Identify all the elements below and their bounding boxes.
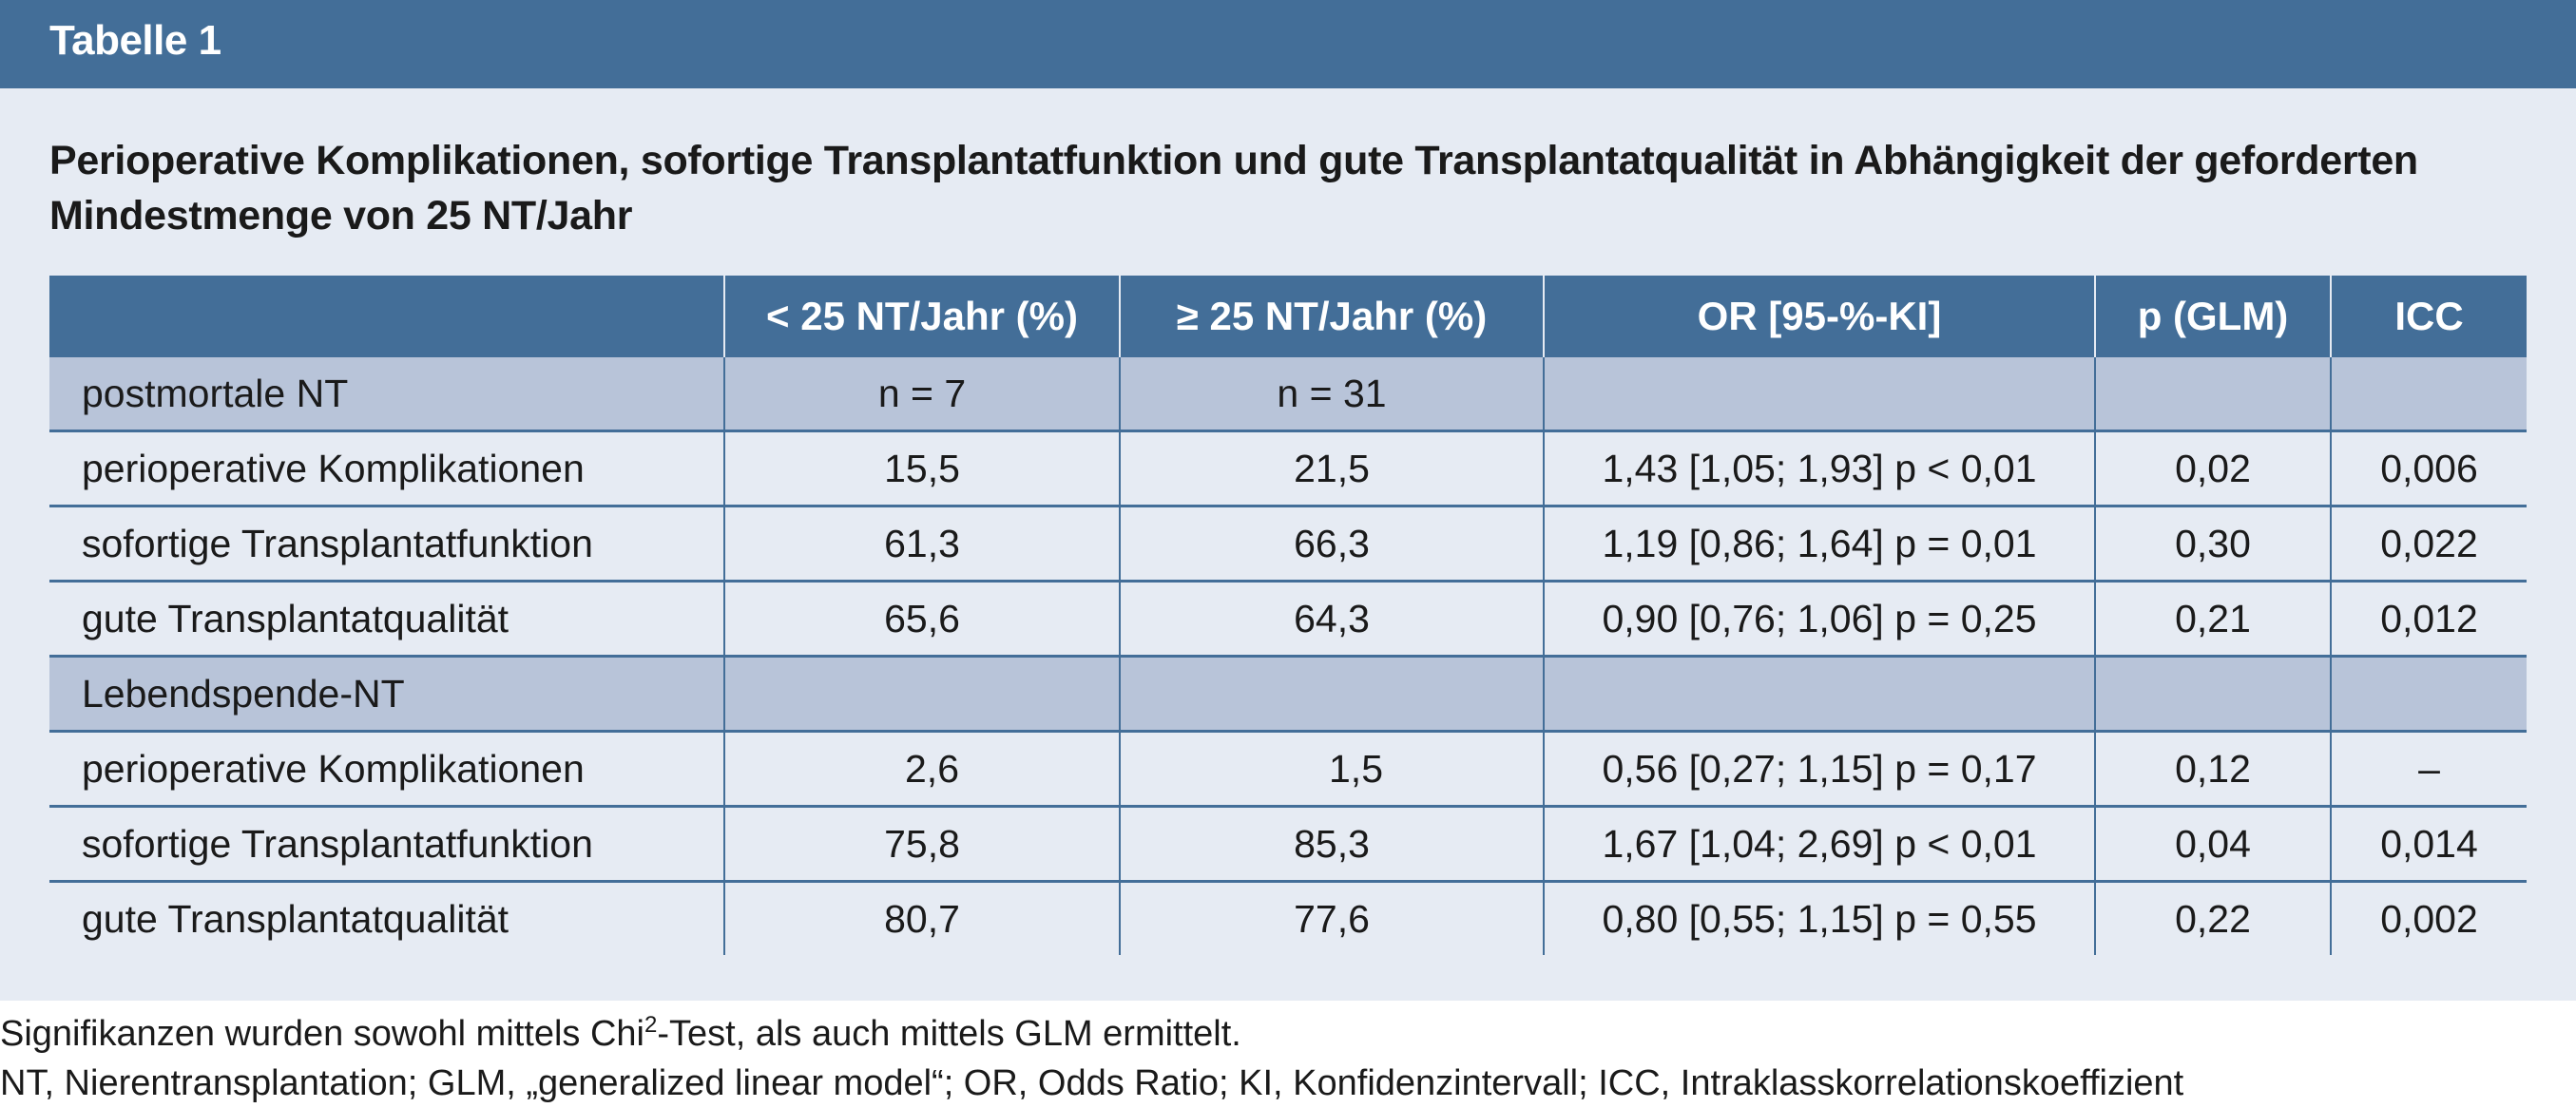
table-cell: 0,80 [0,55; 1,15] p = 0,55 [1543, 881, 2095, 955]
footnote-significance: Signifikanzen wurden sowohl mittels Chi2… [0, 1009, 2183, 1059]
table-cell: 80,7 [723, 881, 1120, 955]
table-cell: sofortige Transplantatfunktion [49, 806, 724, 883]
table-cell: 1,19 [0,86; 1,64] p = 0,01 [1543, 506, 2095, 583]
table-label: Tabelle 1 [49, 17, 221, 64]
table-cell: 21,5 [1119, 430, 1544, 507]
table-cell: 0,014 [2330, 806, 2527, 883]
table-panel: Tabelle 1 Perioperative Komplikationen, … [0, 0, 2576, 1001]
table-cell: 0,022 [2330, 506, 2527, 583]
table-cell [2330, 357, 2527, 432]
table-row: sofortige Transplantatfunktion 75,8 85,3… [49, 806, 2527, 883]
data-table: < 25 NT/Jahr (%) ≥ 25 NT/Jahr (%) OR [95… [49, 276, 2527, 955]
table-row: gute Transplantatqualität 65,6 64,3 0,90… [49, 581, 2527, 658]
table-cell: – [2330, 731, 2527, 808]
table-cell: 15,5 [723, 430, 1120, 507]
table-cell: postmortale NT [49, 357, 724, 432]
table-cell: n = 7 [723, 357, 1120, 432]
table-row: gute Transplantatqualität 80,7 77,6 0,80… [49, 881, 2527, 955]
table-cell: 1,67 [1,04; 2,69] p < 0,01 [1543, 806, 2095, 883]
table-cell: 66,3 [1119, 506, 1544, 583]
table-cell [1543, 357, 2095, 432]
column-header: ICC [2330, 276, 2527, 357]
table-cell: 0,12 [2094, 731, 2331, 808]
table-cell: 0,56 [0,27; 1,15] p = 0,17 [1543, 731, 2095, 808]
table-cell: gute Transplantatqualität [82, 896, 509, 941]
table-group-row: postmortale NT n = 7 n = 31 [49, 357, 2527, 432]
table-header-row: < 25 NT/Jahr (%) ≥ 25 NT/Jahr (%) OR [95… [49, 276, 2527, 357]
table-footnotes: Signifikanzen wurden sowohl mittels Chi2… [0, 1009, 2183, 1108]
footnote-text: -Test, als auch mittels GLM ermittelt. [657, 1014, 1241, 1054]
table-cell: 0,90 [0,76; 1,06] p = 0,25 [1543, 581, 2095, 658]
table-caption: Perioperative Komplikationen, sofortige … [49, 138, 2418, 239]
table-cell: 65,6 [723, 581, 1120, 658]
table-cell: gute Transplantatqualität [49, 581, 724, 658]
table-cell: 85,3 [1119, 806, 1544, 883]
table-cell [723, 656, 1120, 733]
table-cell: 0,006 [2330, 430, 2527, 507]
table-cell: 0,002 [2330, 881, 2527, 955]
table-cell [2094, 656, 2331, 733]
table-row: sofortige Transplantatfunktion 61,3 66,3… [49, 506, 2527, 583]
column-header: ≥ 25 NT/Jahr (%) [1119, 276, 1544, 357]
table-header-bar: Tabelle 1 [0, 0, 2576, 88]
table-cell: 0,30 [2094, 506, 2331, 583]
table-cell: 0,21 [2094, 581, 2331, 658]
table-group-row: Lebendspende-NT [49, 656, 2527, 733]
table-cell: 64,3 [1119, 581, 1544, 658]
table-cell: n = 31 [1119, 357, 1544, 432]
table-row: perioperative Komplikationen 2,6 1,5 0,5… [49, 731, 2527, 808]
table-cell: 61,3 [723, 506, 1120, 583]
table-cell [1543, 656, 2095, 733]
column-header: OR [95-%-KI] [1543, 276, 2095, 357]
table-cell: 0,012 [2330, 581, 2527, 658]
column-header: p (GLM) [2094, 276, 2331, 357]
table-cell: 2,6 [723, 731, 1120, 808]
table-cell [2330, 656, 2527, 733]
table-cell [2094, 357, 2331, 432]
table-cell: 1,43 [1,05; 1,93] p < 0,01 [1543, 430, 2095, 507]
table-cell: 0,04 [2094, 806, 2331, 883]
table-cell [1119, 656, 1544, 733]
footnote-abbreviations: NT, Nierentransplantation; GLM, „general… [0, 1063, 2184, 1103]
table-cell: Lebendspende-NT [49, 656, 724, 733]
table-cell: perioperative Komplikationen [49, 731, 724, 808]
table-cell: perioperative Komplikationen [49, 430, 724, 507]
table-cell: 75,8 [723, 806, 1120, 883]
table-cell: 77,6 [1119, 881, 1544, 955]
table-cell: sofortige Transplantatfunktion [49, 506, 724, 583]
table-row: perioperative Komplikationen 15,5 21,5 1… [49, 430, 2527, 507]
table-cell: 0,02 [2094, 430, 2331, 507]
footnote-superscript: 2 [644, 1012, 658, 1038]
footnote-text: Signifikanzen wurden sowohl mittels Chi [0, 1014, 644, 1054]
column-header [49, 276, 724, 357]
column-header: < 25 NT/Jahr (%) [723, 276, 1120, 357]
table-cell: 0,22 [2094, 881, 2331, 955]
table-cell: 1,5 [1119, 731, 1544, 808]
